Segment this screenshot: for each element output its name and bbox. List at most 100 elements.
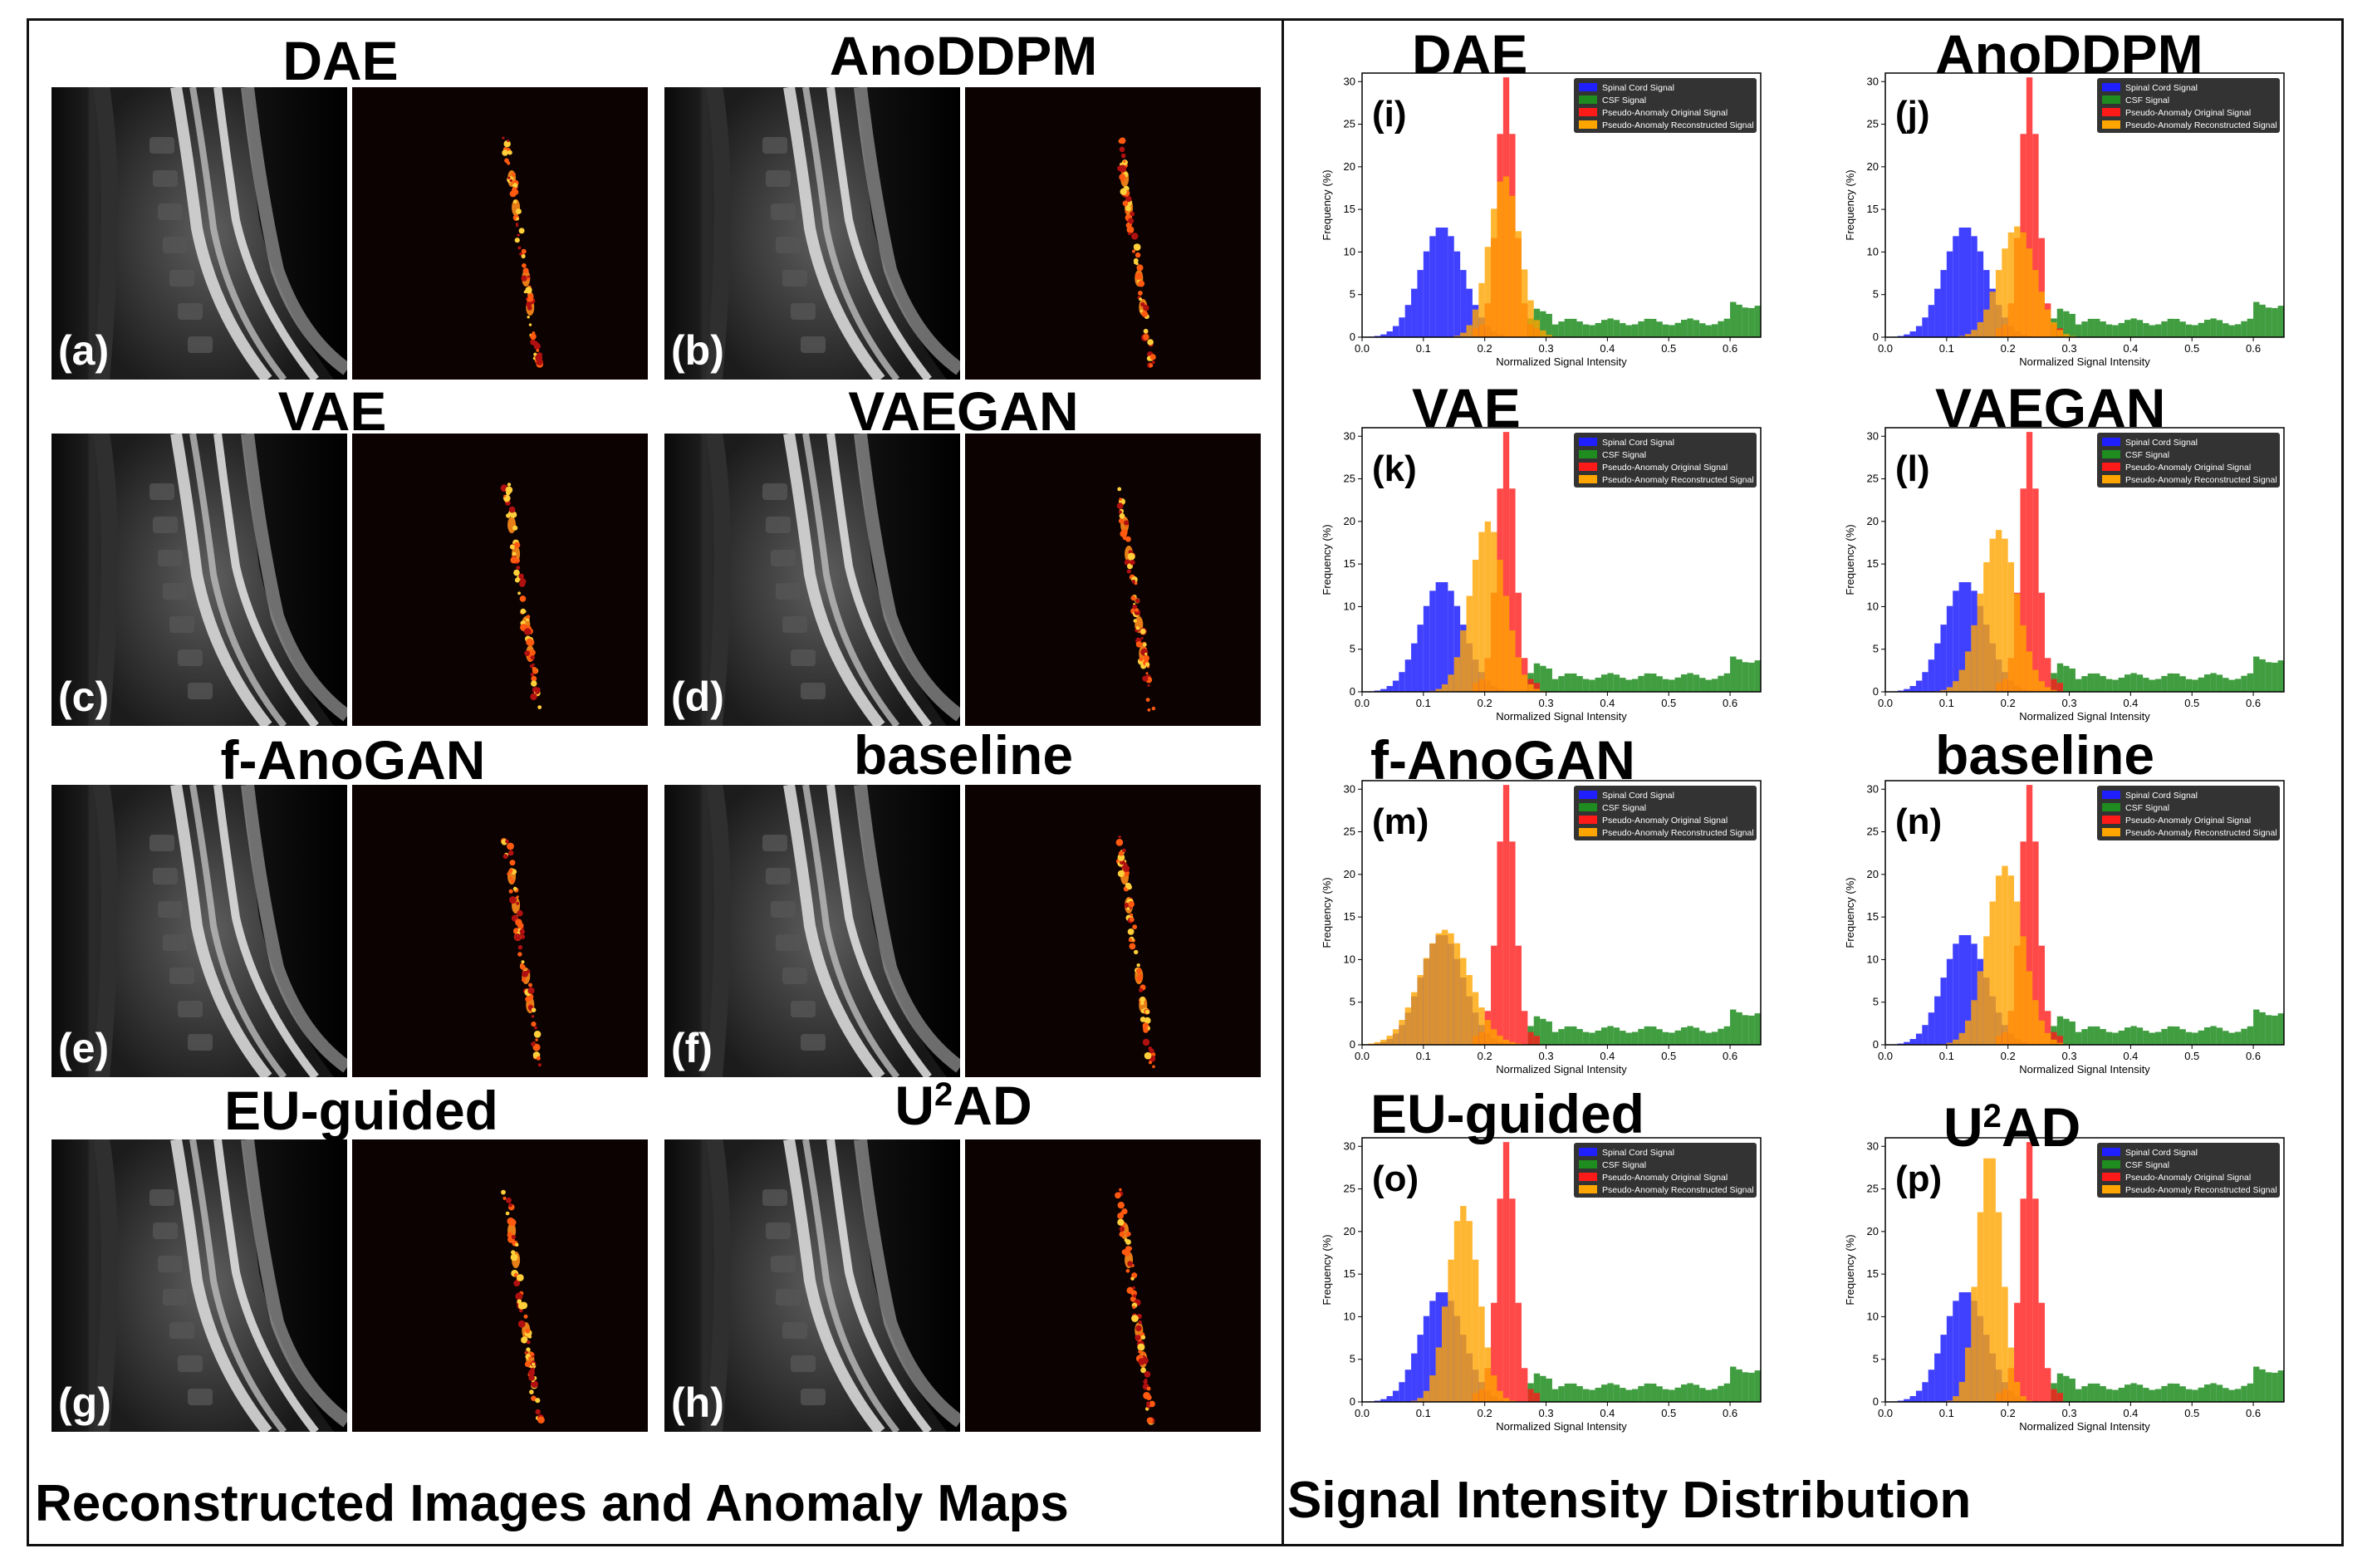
bar-csf <box>1650 673 1657 692</box>
legend-swatch <box>1579 96 1597 104</box>
bar-reconstructed <box>1435 1347 1442 1402</box>
chart-title: VAE <box>1412 377 1521 439</box>
bar-csf <box>1711 679 1718 692</box>
bar-csf <box>2234 679 2242 692</box>
bar-reconstructed <box>1965 1020 1972 1045</box>
y-tick-label: 5 <box>1350 996 1355 1008</box>
bar-spinal-cord <box>1958 227 1965 337</box>
bar-reconstructed <box>2020 232 2026 337</box>
bar-spinal-cord <box>1958 934 1965 1045</box>
bar-csf <box>2056 1373 2064 1402</box>
plot-frame <box>1361 780 1762 1046</box>
bar-csf <box>2105 1031 2113 1045</box>
anomaly-map <box>965 87 1261 380</box>
reconstructed-image: (h) <box>664 1139 960 1432</box>
bar-csf <box>1662 679 1669 692</box>
bar-reconstructed <box>1946 687 1953 692</box>
bar-original <box>1527 1031 1534 1045</box>
bar-csf <box>2118 677 2125 692</box>
bar-csf <box>2179 676 2186 692</box>
bar-spinal-cord <box>1909 686 1916 692</box>
panel-title-eu-guided: EU-guided <box>224 1080 498 1141</box>
chart-panel-label: (l) <box>1895 448 1930 489</box>
legend-entry: Pseudo-Anomaly Original Signal <box>2125 463 2251 473</box>
y-tick-label: 10 <box>1867 953 1879 965</box>
bar-reconstructed <box>1977 1212 1984 1402</box>
bar-csf <box>2112 1389 2119 1402</box>
chart-title: f-AnoGAN <box>1370 729 1635 791</box>
x-axis-label: Normalized Signal Intensity <box>1496 355 1627 368</box>
bar-reconstructed <box>2007 1347 2015 1402</box>
y-tick-label: 0 <box>1350 331 1355 343</box>
bar-original <box>2014 1302 2021 1402</box>
x-tick-label: 0.0 <box>1878 1407 1893 1419</box>
bar-csf <box>2192 679 2198 692</box>
bar-reconstructed <box>1404 1007 1412 1045</box>
bar-csf <box>1644 673 1651 692</box>
bar-csf <box>1681 1384 1688 1402</box>
bar-spinal-cord <box>1466 288 1473 337</box>
reconstructed-image: (b) <box>664 87 960 380</box>
legend-swatch <box>2102 828 2120 836</box>
bar-spinal-cord <box>1909 331 1916 337</box>
legend-swatch <box>2102 791 2120 799</box>
bar-reconstructed <box>1546 335 1552 337</box>
chart-panel-label: (i) <box>1372 94 1407 135</box>
x-tick-label: 0.1 <box>1939 1050 1954 1062</box>
bar-csf <box>2228 679 2235 692</box>
bar-spinal-cord <box>1423 251 1430 337</box>
bar-csf <box>2259 659 2266 692</box>
bar-csf <box>2105 324 2113 337</box>
bar-csf <box>1558 676 1565 692</box>
bar-csf <box>1742 1372 1749 1402</box>
bar-csf <box>1607 673 1614 692</box>
legend-entry: Spinal Cord Signal <box>2125 791 2198 801</box>
y-tick-label: 10 <box>1344 600 1355 612</box>
bar-reconstructed <box>1491 1029 1497 1045</box>
y-tick-label: 15 <box>1867 910 1879 923</box>
bar-reconstructed <box>1423 1390 1430 1402</box>
bar-csf <box>1699 1031 1706 1045</box>
legend-entry: Pseudo-Anomaly Reconstructed Signal <box>1602 828 1754 838</box>
y-tick-label: 5 <box>1873 643 1879 655</box>
bar-csf <box>2185 324 2193 337</box>
bar-spinal-cord <box>1934 288 1941 337</box>
y-axis-label: Frequency (%) <box>1321 169 1333 240</box>
bar-csf <box>2081 1029 2088 1045</box>
bar-spinal-cord <box>1380 688 1387 692</box>
bar-csf <box>2094 1026 2100 1045</box>
y-tick-label: 10 <box>1867 1310 1879 1322</box>
bar-csf <box>2192 325 2198 337</box>
bar-csf <box>1546 313 1552 337</box>
bar-csf <box>1705 1389 1712 1402</box>
chart-title: EU-guided <box>1370 1083 1644 1144</box>
bar-csf <box>2210 318 2217 337</box>
bar-csf <box>1736 1012 1742 1045</box>
bar-reconstructed <box>1958 669 1965 692</box>
y-tick-label: 30 <box>1867 429 1879 442</box>
bar-reconstructed <box>1965 1347 1972 1402</box>
bar-csf <box>1742 1015 1749 1045</box>
bar-spinal-cord <box>1460 270 1467 337</box>
bar-csf <box>2136 320 2144 337</box>
legend-box <box>2097 78 2280 133</box>
histogram-svg: 0.0 0.1 0.2 0.3 0.4 0.5 0.6 0 5 10 15 20 25 30 Normali… <box>1321 1137 1762 1433</box>
bar-reconstructed <box>1527 684 1534 692</box>
bar-reconstructed <box>1989 1158 1996 1402</box>
bar-spinal-cord <box>1411 1353 1418 1402</box>
bar-spinal-cord <box>1934 643 1941 692</box>
bar-spinal-cord <box>1380 334 1387 337</box>
x-tick-label: 0.0 <box>1355 342 1370 355</box>
bar-csf <box>1576 1029 1583 1045</box>
bar-csf <box>2204 1027 2211 1045</box>
bar-csf <box>1736 304 1742 337</box>
bar-reconstructed <box>2002 865 2008 1045</box>
bar-csf <box>2094 673 2100 692</box>
legend-swatch <box>1579 83 1597 91</box>
bar-csf <box>2259 1012 2266 1045</box>
legend-swatch <box>1579 816 1597 824</box>
bar-csf <box>2100 1029 2106 1045</box>
bar-spinal-cord <box>1904 688 1910 692</box>
section-divider <box>1282 18 1284 1546</box>
y-tick-label: 20 <box>1344 1225 1355 1237</box>
